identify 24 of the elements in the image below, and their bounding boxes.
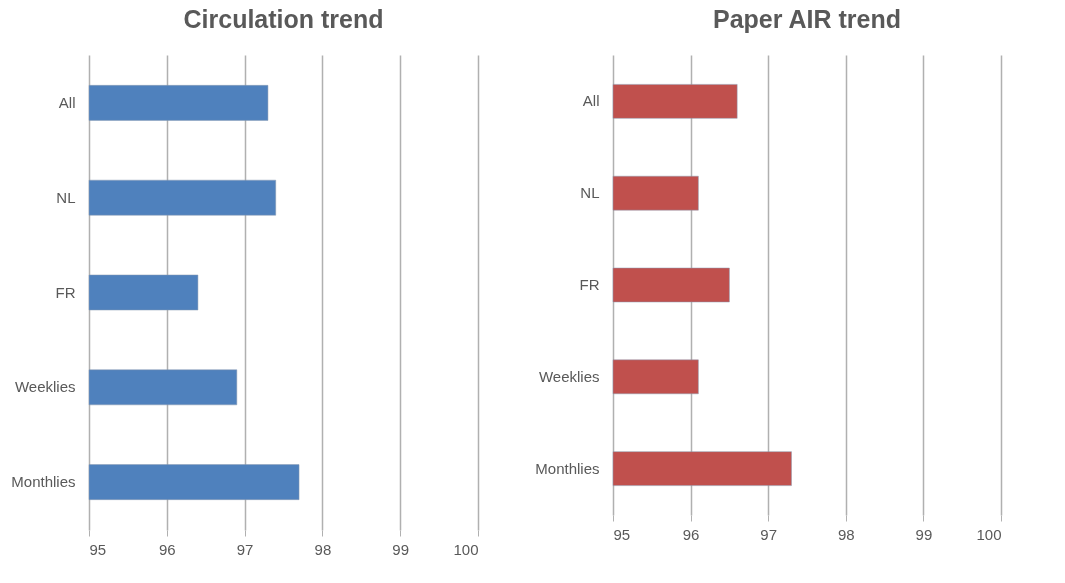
y-tick-label: All [582, 92, 600, 110]
x-tick-label: 99 [392, 540, 410, 558]
x-tick-label: 98 [314, 540, 332, 558]
chart-title: Circulation trend [183, 5, 384, 33]
x-tick-label: 97 [760, 525, 778, 543]
y-tick-label: NL [580, 184, 600, 202]
x-tick-label: 95 [613, 525, 631, 543]
x-tick-label: 99 [915, 525, 933, 543]
y-tick-label: Weeklies [14, 378, 76, 396]
x-tick-label: 100 [453, 540, 479, 558]
x-tick-label: 95 [89, 540, 107, 558]
x-tick-label: 100 [976, 525, 1002, 543]
y-tick-label: Monthlies [535, 459, 600, 477]
x-tick-label: 96 [158, 540, 176, 558]
y-tick-label: NL [56, 188, 76, 206]
x-tick-label: 96 [682, 525, 700, 543]
y-tick-label: Weeklies [538, 367, 600, 385]
x-tick-label: 97 [236, 540, 254, 558]
y-tick-label: FR [579, 276, 600, 293]
y-tick-label: Monthlies [11, 473, 76, 491]
y-tick-label: All [58, 93, 76, 111]
chart-title: Paper AIR trend [712, 5, 902, 33]
y-tick-label: FR [55, 283, 76, 301]
x-tick-label: 98 [837, 525, 855, 543]
